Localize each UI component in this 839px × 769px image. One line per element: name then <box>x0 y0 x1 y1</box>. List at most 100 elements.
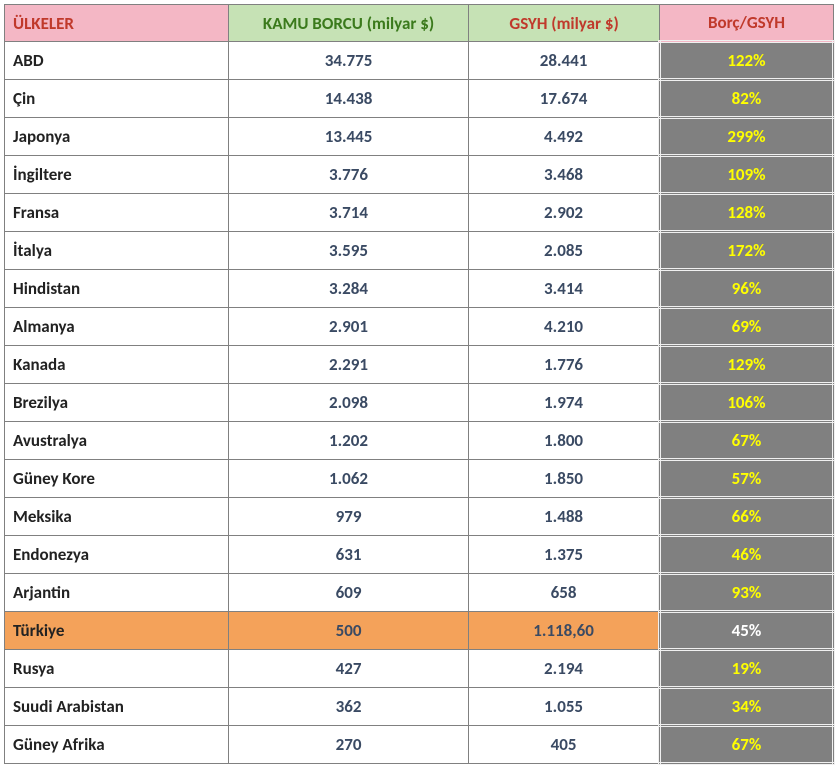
cell-country: Meksika <box>5 498 229 536</box>
cell-ratio: 57% <box>659 460 833 498</box>
cell-gdp: 658 <box>469 574 660 612</box>
cell-gdp: 17.674 <box>469 80 660 118</box>
cell-gdp: 1.776 <box>469 346 660 384</box>
cell-gdp: 1.850 <box>469 460 660 498</box>
cell-ratio: 34% <box>659 688 833 726</box>
table-row: Brezilya2.0981.974106% <box>5 384 834 422</box>
table-row: Hindistan3.2843.41496% <box>5 270 834 308</box>
cell-debt: 631 <box>228 536 468 574</box>
cell-ratio: 93% <box>659 574 833 612</box>
cell-debt: 34.775 <box>228 42 468 80</box>
table-row: Arjantin60965893% <box>5 574 834 612</box>
cell-country: Çin <box>5 80 229 118</box>
cell-gdp: 1.118,60 <box>469 612 660 650</box>
table-header-row: ÜLKELER KAMU BORCU (milyar $) GSYH (mily… <box>5 5 834 42</box>
debt-gdp-table: ÜLKELER KAMU BORCU (milyar $) GSYH (mily… <box>4 4 835 765</box>
cell-gdp: 3.414 <box>469 270 660 308</box>
cell-ratio: 45% <box>659 612 833 650</box>
cell-gdp: 1.800 <box>469 422 660 460</box>
table-row: Endonezya6311.37546% <box>5 536 834 574</box>
cell-debt: 14.438 <box>228 80 468 118</box>
table-row: Fransa3.7142.902128% <box>5 194 834 232</box>
table-row: ABD34.77528.441122% <box>5 42 834 80</box>
table-row: İngiltere3.7763.468109% <box>5 156 834 194</box>
cell-gdp: 3.468 <box>469 156 660 194</box>
cell-country: Almanya <box>5 308 229 346</box>
cell-ratio: 82% <box>659 80 833 118</box>
cell-ratio: 172% <box>659 232 833 270</box>
cell-ratio: 128% <box>659 194 833 232</box>
cell-ratio: 122% <box>659 42 833 80</box>
table-row: Meksika9791.48866% <box>5 498 834 536</box>
cell-debt: 13.445 <box>228 118 468 156</box>
cell-country: Kanada <box>5 346 229 384</box>
table-body: ABD34.77528.441122%Çin14.43817.67482%Jap… <box>5 42 834 764</box>
cell-country: Fransa <box>5 194 229 232</box>
col-header-ratio: Borç/GSYH <box>659 5 833 42</box>
cell-ratio: 66% <box>659 498 833 536</box>
cell-gdp: 2.085 <box>469 232 660 270</box>
cell-ratio: 67% <box>659 726 833 764</box>
table-row: Suudi Arabistan3621.05534% <box>5 688 834 726</box>
cell-ratio: 67% <box>659 422 833 460</box>
table-row: Almanya2.9014.21069% <box>5 308 834 346</box>
cell-country: ABD <box>5 42 229 80</box>
cell-country: Endonezya <box>5 536 229 574</box>
table-row: Kanada2.2911.776129% <box>5 346 834 384</box>
table-row: Çin14.43817.67482% <box>5 80 834 118</box>
cell-debt: 500 <box>228 612 468 650</box>
cell-country: Güney Afrika <box>5 726 229 764</box>
cell-debt: 979 <box>228 498 468 536</box>
cell-debt: 3.714 <box>228 194 468 232</box>
cell-country: Güney Kore <box>5 460 229 498</box>
table-row: Avustralya1.2021.80067% <box>5 422 834 460</box>
cell-debt: 427 <box>228 650 468 688</box>
cell-ratio: 46% <box>659 536 833 574</box>
cell-gdp: 1.055 <box>469 688 660 726</box>
table-row: Güney Afrika27040567% <box>5 726 834 764</box>
cell-country: Hindistan <box>5 270 229 308</box>
cell-gdp: 2.194 <box>469 650 660 688</box>
col-header-gdp: GSYH (milyar $) <box>469 5 660 42</box>
cell-ratio: 129% <box>659 346 833 384</box>
col-header-debt: KAMU BORCU (milyar $) <box>228 5 468 42</box>
cell-country: Arjantin <box>5 574 229 612</box>
cell-debt: 2.291 <box>228 346 468 384</box>
cell-ratio: 19% <box>659 650 833 688</box>
cell-ratio: 109% <box>659 156 833 194</box>
cell-gdp: 2.902 <box>469 194 660 232</box>
cell-debt: 270 <box>228 726 468 764</box>
table-row: Güney Kore1.0621.85057% <box>5 460 834 498</box>
cell-country: Suudi Arabistan <box>5 688 229 726</box>
cell-country: İtalya <box>5 232 229 270</box>
cell-debt: 2.901 <box>228 308 468 346</box>
cell-ratio: 96% <box>659 270 833 308</box>
cell-country: Türkiye <box>5 612 229 650</box>
table-row: Türkiye5001.118,6045% <box>5 612 834 650</box>
cell-gdp: 1.974 <box>469 384 660 422</box>
cell-ratio: 106% <box>659 384 833 422</box>
cell-debt: 3.776 <box>228 156 468 194</box>
cell-country: Japonya <box>5 118 229 156</box>
table-row: İtalya3.5952.085172% <box>5 232 834 270</box>
table-row: Japonya13.4454.492299% <box>5 118 834 156</box>
cell-debt: 1.202 <box>228 422 468 460</box>
cell-country: Rusya <box>5 650 229 688</box>
cell-debt: 3.595 <box>228 232 468 270</box>
table-row: Rusya4272.19419% <box>5 650 834 688</box>
col-header-country: ÜLKELER <box>5 5 229 42</box>
cell-country: Avustralya <box>5 422 229 460</box>
cell-ratio: 299% <box>659 118 833 156</box>
cell-gdp: 4.492 <box>469 118 660 156</box>
cell-gdp: 4.210 <box>469 308 660 346</box>
cell-debt: 1.062 <box>228 460 468 498</box>
cell-country: İngiltere <box>5 156 229 194</box>
cell-debt: 362 <box>228 688 468 726</box>
cell-debt: 609 <box>228 574 468 612</box>
cell-gdp: 28.441 <box>469 42 660 80</box>
cell-ratio: 69% <box>659 308 833 346</box>
cell-country: Brezilya <box>5 384 229 422</box>
cell-debt: 3.284 <box>228 270 468 308</box>
cell-gdp: 405 <box>469 726 660 764</box>
cell-gdp: 1.375 <box>469 536 660 574</box>
